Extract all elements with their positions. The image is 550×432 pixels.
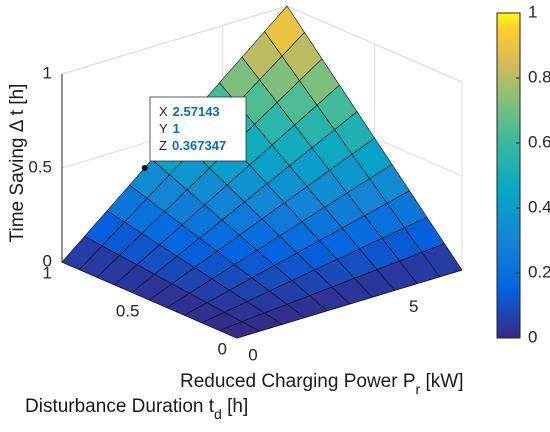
datatip-label: Y [159,121,168,136]
x-axis-label-part: r [416,381,421,397]
x-axis-label-part: Reduced Charging Power P [180,371,416,392]
y-tick-label: 0.5 [116,301,140,320]
z-tick-label: 0 [43,251,52,270]
datatip-label: Z [159,138,167,153]
x-axis-label: Reduced Charging Power Pr [kW] [180,371,463,397]
colorbar-tick-label: 0.4 [528,197,550,216]
y-axis-label: Disturbance Duration td [h] [25,396,248,422]
z-axis-label-part: Time Saving Δ t [h] [7,84,28,243]
grid-line [61,5,288,75]
datatip-row: X 2.57143 [159,104,220,119]
datatip-value: 1 [173,121,180,136]
datatip-box [149,96,247,162]
y-tick-label: 0 [218,339,227,358]
y-axis-label-part: Disturbance Duration t [25,396,215,417]
x-tick-label: 0 [248,345,257,364]
datatip-row: Z 0.367347 [159,138,226,153]
colorbar-tick-label: 1 [528,2,537,21]
datatip-value: 2.57143 [173,104,220,119]
y-tick-label: 1 [43,263,52,282]
colorbar-tick-label: 0 [528,327,537,346]
surface [61,5,463,339]
datatip-label: X [159,104,168,119]
y-axis-label-part: [h] [222,396,248,417]
y-axis-label-part: d [214,406,222,422]
colorbar-tick-label: 0.2 [528,262,550,281]
z-tick-label: 1 [43,63,52,82]
colorbar-tick-label: 0.6 [528,132,550,151]
colorbar [496,12,521,339]
datatip-marker [141,164,148,171]
x-axis-label-part: [kW] [420,371,463,392]
x-tick-label: 5 [409,297,418,316]
colorbar-tick-label: 0.8 [528,67,550,86]
surface-cell [218,321,261,339]
z-tick-label: 0.5 [28,157,52,176]
z-axis-label: Time Saving Δ t [h] [7,84,28,243]
datatip-value: 0.367347 [172,138,226,153]
